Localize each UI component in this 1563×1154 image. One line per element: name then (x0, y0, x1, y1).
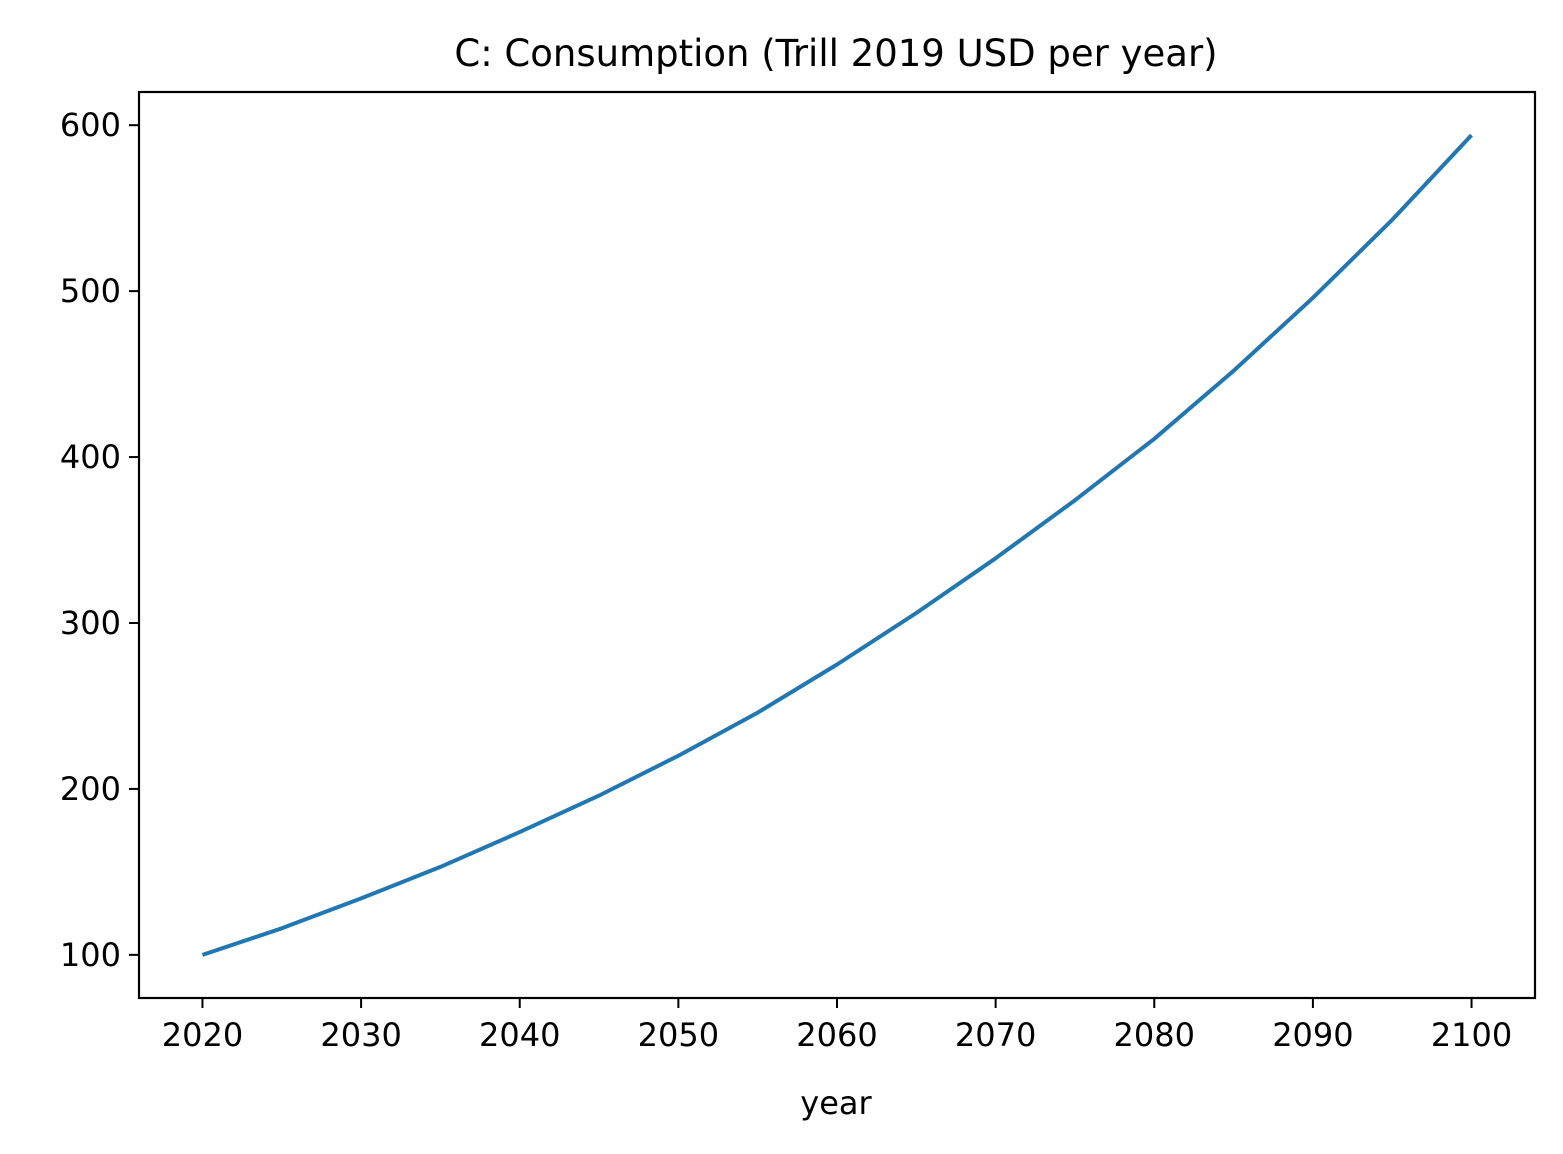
series-line (201, 133, 1473, 957)
y-tick-label: 400 (60, 438, 121, 476)
x-tick-label: 2080 (1114, 1016, 1195, 1054)
y-tick-label: 200 (60, 770, 121, 808)
chart-title: C: Consumption (Trill 2019 USD per year) (454, 32, 1217, 75)
x-tick-label: 2070 (955, 1016, 1036, 1054)
x-tick-label: 2100 (1431, 1016, 1512, 1054)
x-tick-label: 2040 (479, 1016, 560, 1054)
x-tick-label: 2050 (638, 1016, 719, 1054)
x-tick-label: 2030 (320, 1016, 401, 1054)
series-layer (201, 133, 1473, 957)
plot-frame (137, 90, 1537, 1000)
x-axis-label: year (800, 1084, 872, 1122)
y-tick-label: 600 (60, 106, 121, 144)
y-tick-label: 300 (60, 604, 121, 642)
x-tick-label: 2020 (162, 1016, 243, 1054)
y-axis-ticks: 100 200 300 400 500 600 (60, 106, 139, 974)
x-tick-label: 2060 (796, 1016, 877, 1054)
y-tick-label: 100 (60, 936, 121, 974)
x-tick-label: 2090 (1272, 1016, 1353, 1054)
x-axis-ticks: 2020 2030 2040 2050 2060 2070 2080 2090 2100 (162, 998, 1512, 1054)
y-tick-label: 500 (60, 272, 121, 310)
